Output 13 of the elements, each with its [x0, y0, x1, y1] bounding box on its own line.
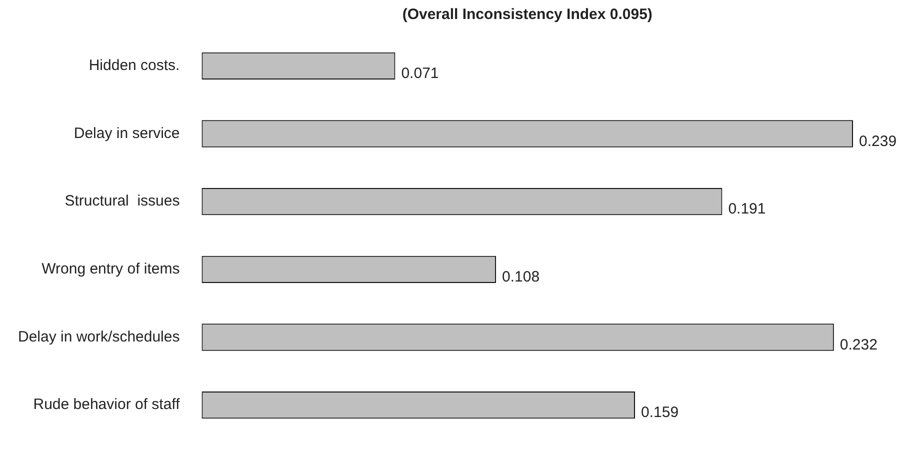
y-tick-label: Rude behavior of staff — [33, 396, 181, 414]
chart-title: (Overall Inconsistency Index 0.095) — [402, 6, 652, 24]
y-tick-label: Hidden costs. — [88, 57, 180, 74]
y-tick-label: Delay in work/schedules — [18, 328, 180, 346]
y-tick-label: Wrong entry of items — [42, 260, 180, 278]
y-tick-label: Delay in service — [74, 124, 180, 142]
data-label: 0.232 — [840, 336, 878, 354]
data-label: 0.191 — [728, 200, 766, 218]
data-label: 0.159 — [641, 404, 679, 422]
data-label: 0.071 — [401, 65, 439, 82]
data-label: 0.108 — [502, 268, 540, 286]
data-label: 0.239 — [859, 132, 897, 150]
y-tick-label: Structural issues — [64, 192, 180, 210]
